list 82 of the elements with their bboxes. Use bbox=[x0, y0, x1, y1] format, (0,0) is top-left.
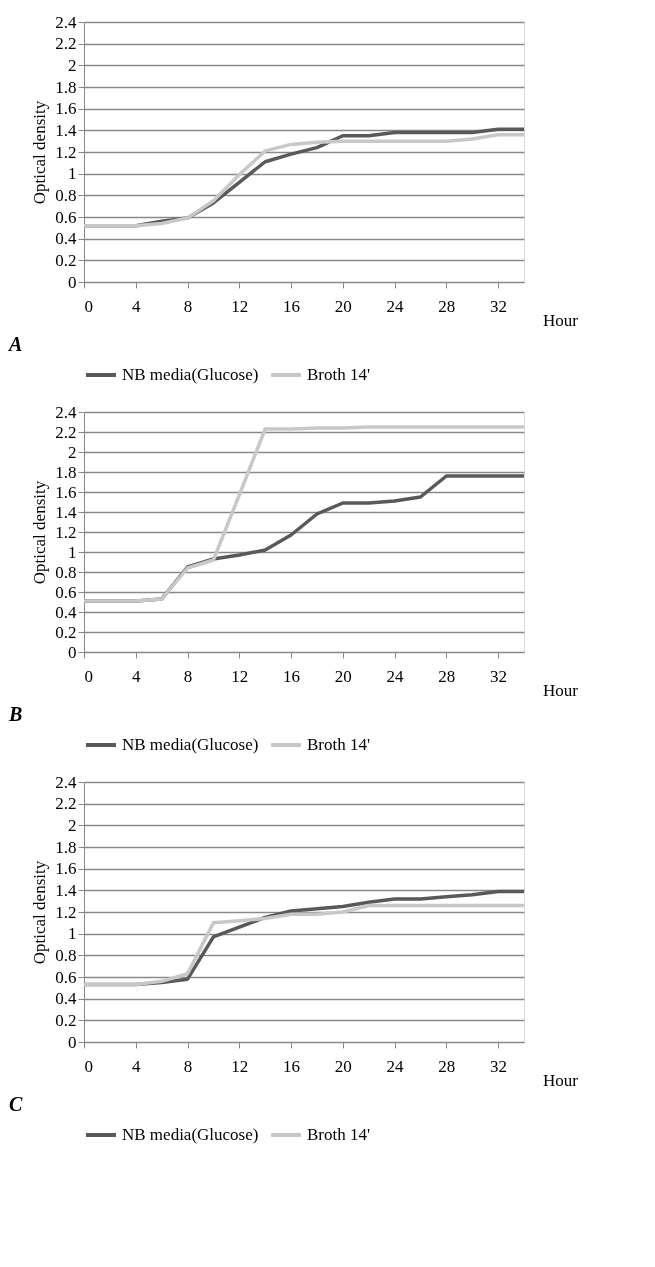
y-tick-label: 1.8 bbox=[55, 77, 77, 97]
x-tick-label: 28 bbox=[438, 296, 456, 316]
y-tick-label: 1 bbox=[68, 164, 77, 184]
y-tick-label: 0.6 bbox=[55, 967, 77, 987]
y-tick-label: 2 bbox=[68, 55, 77, 75]
legend-label: NB media(Glucose) bbox=[122, 735, 259, 754]
y-tick-label: 0.4 bbox=[55, 229, 77, 249]
x-tick-label: 4 bbox=[132, 666, 142, 686]
y-axis-title: Optical density bbox=[30, 100, 50, 205]
x-tick-label: 16 bbox=[283, 1056, 301, 1076]
x-axis-title: Hour bbox=[543, 310, 579, 330]
x-tick-label: 0 bbox=[84, 1056, 93, 1076]
y-tick-label: 2.4 bbox=[55, 402, 77, 422]
x-axis-title: Hour bbox=[543, 680, 579, 700]
text: C bbox=[9, 1093, 23, 1115]
x-tick-label: 32 bbox=[490, 296, 508, 316]
legend-label: Broth 14' bbox=[307, 735, 371, 754]
line-series bbox=[82, 425, 526, 603]
y-tick-label: 0.4 bbox=[55, 602, 77, 622]
y-tick-label: 0.4 bbox=[55, 989, 77, 1009]
y-tick-label: 2.2 bbox=[55, 422, 77, 442]
y-axis-title: Optical density bbox=[30, 480, 50, 585]
x-tick-label: 28 bbox=[438, 1056, 456, 1076]
y-tick-label: 0.2 bbox=[55, 1010, 77, 1030]
y-tick-label: 1.8 bbox=[55, 462, 77, 482]
y-tick-label: 2.4 bbox=[55, 12, 77, 32]
x-tick-label: 8 bbox=[183, 666, 193, 686]
y-tick-label: 0.6 bbox=[55, 207, 77, 227]
y-tick-label: 1.4 bbox=[55, 880, 77, 900]
x-tick-label: 8 bbox=[183, 1056, 193, 1076]
text: A bbox=[7, 333, 23, 355]
x-axis-title: Hour bbox=[543, 1070, 579, 1090]
x-tick-label: 24 bbox=[386, 666, 405, 686]
x-tick-label: 8 bbox=[183, 296, 193, 316]
x-tick-label: 20 bbox=[334, 296, 352, 316]
x-tick-label: 32 bbox=[490, 1056, 508, 1076]
y-tick-label: 0.2 bbox=[55, 250, 77, 270]
y-tick-label: 0.8 bbox=[55, 562, 77, 582]
x-tick-label: 12 bbox=[231, 296, 249, 316]
x-tick-label: 32 bbox=[490, 666, 508, 686]
x-tick-label: 16 bbox=[283, 666, 301, 686]
x-tick-label: 28 bbox=[438, 666, 456, 686]
x-tick-label: 16 bbox=[283, 296, 301, 316]
y-tick-label: 1.8 bbox=[55, 837, 77, 857]
x-tick-label: 12 bbox=[231, 666, 249, 686]
y-tick-label: 2 bbox=[68, 815, 77, 835]
y-tick-label: 1.4 bbox=[55, 120, 77, 140]
y-tick-label: 2 bbox=[68, 442, 77, 462]
y-tick-label: 0 bbox=[68, 272, 77, 292]
y-tick-label: 0 bbox=[68, 642, 77, 662]
y-tick-label: 2.2 bbox=[55, 794, 77, 814]
y-tick-label: 2.2 bbox=[55, 34, 77, 54]
y-tick-label: 1.2 bbox=[55, 902, 77, 922]
y-axis-title: Optical density bbox=[30, 860, 50, 965]
y-tick-label: 1.2 bbox=[55, 142, 77, 162]
x-tick-label: 12 bbox=[231, 1056, 249, 1076]
y-tick-label: 1 bbox=[68, 924, 77, 944]
y-tick-label: 0.6 bbox=[55, 582, 77, 602]
y-tick-label: 1.6 bbox=[55, 99, 77, 119]
legend-label: Broth 14' bbox=[307, 365, 371, 384]
y-tick-label: 0.8 bbox=[55, 185, 77, 205]
y-tick-label: 1 bbox=[68, 542, 77, 562]
x-tick-label: 24 bbox=[386, 1056, 405, 1076]
x-tick-label: 20 bbox=[334, 666, 352, 686]
x-tick-label: 0 bbox=[84, 666, 93, 686]
y-tick-label: 1.6 bbox=[55, 482, 77, 502]
legend-label: NB media(Glucose) bbox=[122, 1125, 259, 1144]
y-tick-label: 1.2 bbox=[55, 522, 77, 542]
y-tick-label: 2.4 bbox=[55, 772, 77, 792]
x-tick-label: 0 bbox=[84, 296, 93, 316]
y-tick-label: 0.8 bbox=[55, 945, 77, 965]
y-tick-label: 0.2 bbox=[55, 622, 77, 642]
y-tick-label: 1.6 bbox=[55, 859, 77, 879]
x-tick-label: 24 bbox=[386, 296, 405, 316]
legend-label: Broth 14' bbox=[307, 1125, 371, 1144]
y-tick-label: 0 bbox=[68, 1032, 77, 1052]
x-tick-label: 20 bbox=[334, 1056, 352, 1076]
x-tick-label: 4 bbox=[132, 1056, 142, 1076]
x-tick-label: 4 bbox=[132, 296, 142, 316]
y-tick-label: 1.4 bbox=[55, 502, 77, 522]
legend-label: NB media(Glucose) bbox=[122, 365, 259, 384]
text: B bbox=[8, 703, 23, 725]
